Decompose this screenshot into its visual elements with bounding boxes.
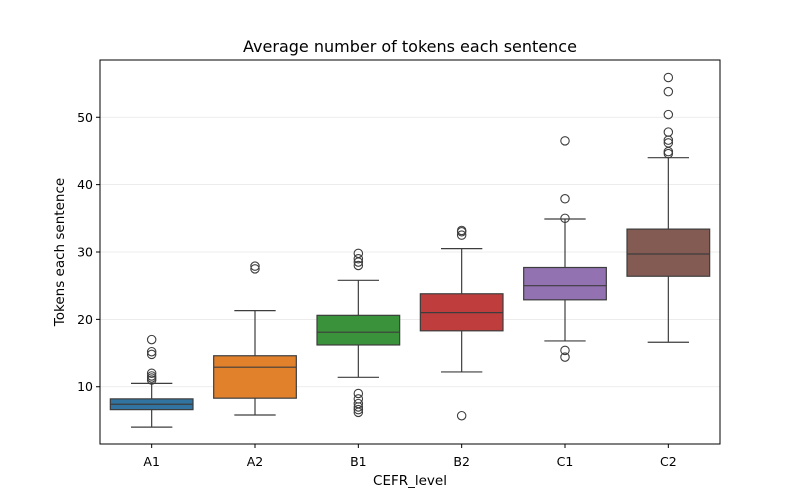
box-group-b2 bbox=[419, 225, 504, 421]
grid-lines bbox=[100, 116, 720, 388]
box-iqr bbox=[626, 228, 711, 277]
outlier-point bbox=[146, 334, 157, 345]
box-iqr bbox=[213, 355, 297, 399]
outlier-point bbox=[663, 72, 674, 83]
outlier-point bbox=[353, 260, 364, 271]
x-tick-label: A2 bbox=[247, 454, 264, 469]
outlier-point bbox=[250, 261, 260, 271]
chart-title: Average number of tokens each sentence bbox=[243, 37, 577, 56]
y-tick-label: 20 bbox=[77, 312, 93, 327]
outlier-point bbox=[146, 349, 157, 360]
outlier-point bbox=[663, 86, 674, 97]
axis-layer: 10 20 30 40 50 A1 A2 B1 B2 C1 C2 bbox=[77, 110, 677, 469]
outlier-point bbox=[560, 194, 570, 204]
outlier-point bbox=[353, 388, 364, 399]
outlier-point bbox=[663, 146, 674, 157]
outlier-point bbox=[353, 253, 364, 264]
box-iqr bbox=[523, 266, 607, 301]
outlier-point bbox=[663, 138, 674, 148]
outlier-point bbox=[663, 109, 674, 120]
outlier-point bbox=[353, 398, 364, 409]
outlier-point bbox=[146, 368, 157, 379]
y-tick-label: 30 bbox=[77, 245, 93, 260]
outlier-point bbox=[560, 352, 570, 362]
y-tick-label: 40 bbox=[77, 177, 93, 192]
box-iqr bbox=[316, 314, 401, 346]
outlier-point bbox=[353, 404, 364, 415]
x-tick-label: C1 bbox=[557, 454, 574, 469]
outlier-point bbox=[146, 346, 157, 357]
y-tick-label: 10 bbox=[77, 379, 93, 394]
outlier-point bbox=[560, 345, 570, 356]
box-group-a1 bbox=[109, 334, 194, 428]
x-tick-label: A1 bbox=[143, 454, 160, 469]
outlier-point bbox=[560, 136, 570, 146]
outlier-point bbox=[250, 264, 260, 274]
x-tick-label: B1 bbox=[350, 454, 367, 469]
box-group-c2 bbox=[626, 72, 711, 343]
box-group-a2 bbox=[213, 261, 297, 416]
outlier-point bbox=[353, 248, 364, 259]
outlier-point bbox=[456, 410, 467, 421]
box-group-b1 bbox=[316, 248, 401, 418]
outlier-point bbox=[456, 225, 467, 236]
x-axis-label: CEFR_level bbox=[373, 473, 447, 489]
outlier-point bbox=[663, 148, 674, 159]
x-tick-label: B2 bbox=[453, 454, 470, 469]
x-tick-label: C2 bbox=[660, 454, 677, 469]
box-group-c1 bbox=[523, 136, 607, 362]
outlier-point bbox=[456, 230, 467, 240]
outlier-point bbox=[146, 371, 157, 381]
outlier-point bbox=[353, 394, 364, 404]
box-layer bbox=[109, 72, 711, 428]
outlier-point bbox=[663, 127, 674, 137]
y-tick-label: 50 bbox=[77, 110, 93, 125]
outlier-point bbox=[560, 213, 570, 224]
y-axis-label: Tokens each sentence bbox=[52, 178, 68, 327]
